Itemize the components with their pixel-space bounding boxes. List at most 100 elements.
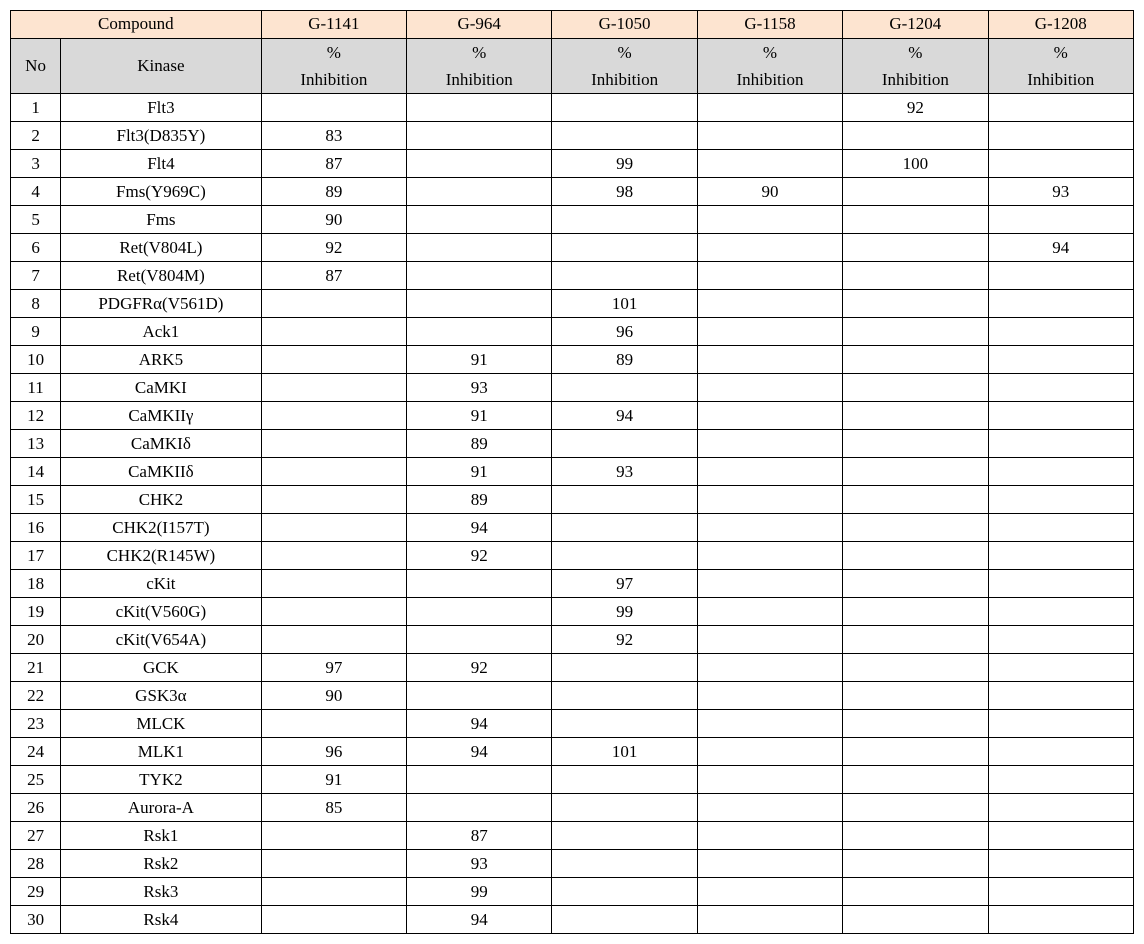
row-no: 4 (11, 178, 61, 206)
data-cell (843, 766, 988, 794)
data-cell: 93 (407, 850, 552, 878)
row-kinase: Ack1 (61, 318, 262, 346)
data-cell: 89 (407, 430, 552, 458)
row-no: 24 (11, 738, 61, 766)
data-cell (988, 906, 1133, 934)
data-cell (697, 150, 842, 178)
data-cell (261, 570, 406, 598)
data-cell: 92 (843, 94, 988, 122)
table-row: 25TYK291 (11, 766, 1134, 794)
data-cell (407, 234, 552, 262)
row-kinase: CHK2(R145W) (61, 542, 262, 570)
data-cell (407, 598, 552, 626)
row-no: 25 (11, 766, 61, 794)
data-cell (988, 542, 1133, 570)
data-cell: 99 (552, 150, 697, 178)
data-cell (552, 654, 697, 682)
row-no: 20 (11, 626, 61, 654)
table-row: 23MLCK94 (11, 710, 1134, 738)
row-kinase: CaMKIδ (61, 430, 262, 458)
data-cell: 98 (552, 178, 697, 206)
row-no: 19 (11, 598, 61, 626)
data-cell (261, 374, 406, 402)
data-cell (843, 318, 988, 346)
data-cell (988, 430, 1133, 458)
data-cell (843, 598, 988, 626)
row-kinase: CHK2 (61, 486, 262, 514)
data-cell (552, 374, 697, 402)
data-cell: 94 (988, 234, 1133, 262)
data-cell: 94 (552, 402, 697, 430)
data-cell (988, 346, 1133, 374)
data-cell (261, 626, 406, 654)
row-kinase: Fms (61, 206, 262, 234)
data-cell (988, 318, 1133, 346)
data-cell (697, 570, 842, 598)
table-row: 22GSK3α90 (11, 682, 1134, 710)
table-row: 17CHK2(R145W)92 (11, 542, 1134, 570)
data-cell (843, 542, 988, 570)
data-cell (261, 822, 406, 850)
table-row: 18cKit97 (11, 570, 1134, 598)
row-kinase: CaMKIIγ (61, 402, 262, 430)
data-cell (407, 626, 552, 654)
compound-col-header: G-1208 (988, 11, 1133, 39)
data-cell (843, 486, 988, 514)
data-cell (552, 234, 697, 262)
row-no: 1 (11, 94, 61, 122)
data-cell (261, 542, 406, 570)
data-cell: 87 (261, 150, 406, 178)
data-cell (697, 374, 842, 402)
table-body: 1Flt3922Flt3(D835Y)833Flt487991004Fms(Y9… (11, 94, 1134, 934)
data-cell (697, 626, 842, 654)
data-cell (697, 654, 842, 682)
table-row: 13CaMKIδ89 (11, 430, 1134, 458)
table-row: 2Flt3(D835Y)83 (11, 122, 1134, 150)
table-row: 12CaMKIIγ9194 (11, 402, 1134, 430)
data-cell (552, 94, 697, 122)
data-cell (697, 878, 842, 906)
data-cell (261, 710, 406, 738)
row-kinase: cKit(V654A) (61, 626, 262, 654)
data-cell (843, 738, 988, 766)
data-cell (988, 850, 1133, 878)
data-cell (843, 570, 988, 598)
data-cell: 87 (261, 262, 406, 290)
data-cell (697, 346, 842, 374)
data-cell (843, 458, 988, 486)
data-cell: 94 (407, 906, 552, 934)
data-cell (988, 206, 1133, 234)
data-cell (843, 122, 988, 150)
data-cell (552, 206, 697, 234)
row-no: 12 (11, 402, 61, 430)
table-row: 28Rsk293 (11, 850, 1134, 878)
data-cell (407, 318, 552, 346)
data-cell: 93 (988, 178, 1133, 206)
compound-col-header: G-1158 (697, 11, 842, 39)
row-kinase: CHK2(I157T) (61, 514, 262, 542)
row-kinase: Flt3 (61, 94, 262, 122)
data-cell: 97 (552, 570, 697, 598)
data-cell (988, 262, 1133, 290)
data-cell (988, 570, 1133, 598)
data-cell (261, 402, 406, 430)
data-cell (988, 290, 1133, 318)
table-row: 9Ack196 (11, 318, 1134, 346)
table-row: 10ARK59189 (11, 346, 1134, 374)
data-cell (407, 206, 552, 234)
data-cell (407, 570, 552, 598)
row-no: 23 (11, 710, 61, 738)
data-cell (552, 794, 697, 822)
row-kinase: cKit (61, 570, 262, 598)
table-row: 14CaMKIIδ9193 (11, 458, 1134, 486)
data-cell (261, 346, 406, 374)
row-kinase: Flt3(D835Y) (61, 122, 262, 150)
data-cell (988, 710, 1133, 738)
data-cell: 90 (261, 206, 406, 234)
data-cell (697, 738, 842, 766)
data-cell (988, 794, 1133, 822)
row-no: 27 (11, 822, 61, 850)
data-cell (988, 94, 1133, 122)
data-cell (843, 850, 988, 878)
row-kinase: Flt4 (61, 150, 262, 178)
